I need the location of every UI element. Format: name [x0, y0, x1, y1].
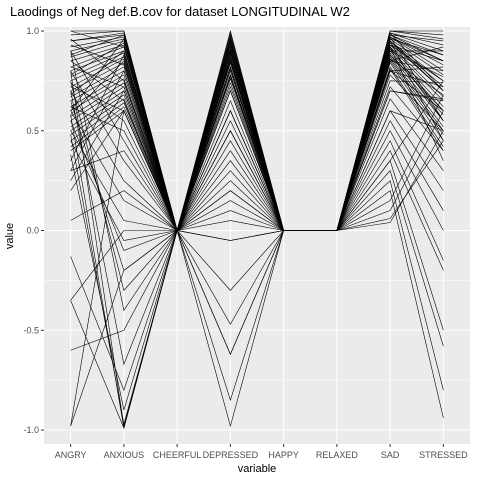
series-line — [70, 90, 444, 232]
y-tick-label: 1.0 — [26, 26, 39, 36]
x-tick-label: ANGRY — [55, 450, 87, 460]
series-line — [70, 62, 444, 232]
series-lines — [70, 29, 444, 429]
series-line — [70, 70, 444, 232]
series-line — [70, 140, 444, 347]
series-line — [70, 90, 444, 427]
x-tick-label: ANXIOUS — [104, 450, 145, 460]
y-tick-label: 0.0 — [26, 226, 39, 236]
x-axis: ANGRY ANXIOUS CHEERFUL DEPRESSED HAPPY RELAXE… — [55, 444, 468, 460]
x-tick-label: RELAXED — [316, 450, 359, 460]
x-tick-label: STRESSED — [419, 450, 468, 460]
series-line — [70, 58, 444, 232]
series-line — [70, 36, 444, 429]
series-line — [70, 34, 444, 232]
series-line — [70, 54, 444, 392]
series-line — [70, 44, 444, 232]
series-line — [70, 110, 444, 271]
series-line — [70, 80, 444, 291]
series-line — [70, 38, 444, 232]
y-tick-label: 0.5 — [26, 126, 39, 136]
y-axis: -1.0 -0.5 0.0 0.5 1.0 — [23, 26, 44, 435]
x-tick-label: HAPPY — [268, 450, 299, 460]
series-line — [70, 40, 444, 425]
series-line — [70, 65, 444, 232]
x-tick-label: SAD — [381, 450, 400, 460]
series-line — [70, 66, 444, 232]
x-axis-title: variable — [238, 463, 277, 475]
series-line — [70, 90, 444, 261]
series-line — [70, 110, 444, 427]
y-axis-title: value — [4, 223, 16, 249]
y-tick-label: -0.5 — [23, 325, 39, 335]
chart-title: Laodings of Neg def.B.cov for dataset LO… — [10, 4, 350, 19]
x-tick-label: CHEERFUL — [153, 450, 202, 460]
y-tick-label: -1.0 — [23, 425, 39, 435]
series-line — [70, 50, 444, 312]
series-line — [70, 44, 444, 428]
x-tick-label: DEPRESSED — [203, 450, 259, 460]
